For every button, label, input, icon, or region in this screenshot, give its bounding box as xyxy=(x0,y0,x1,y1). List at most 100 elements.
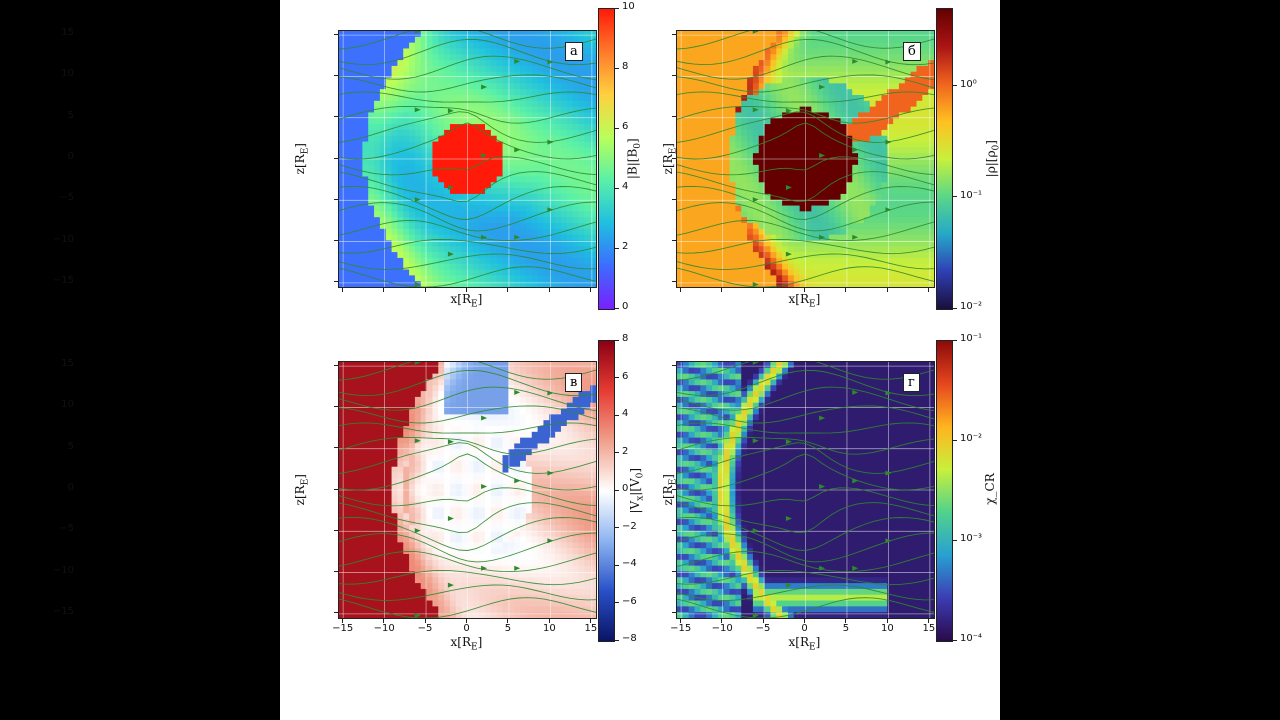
heatmap-cell xyxy=(444,536,451,543)
heatmap-cell xyxy=(817,199,824,207)
heatmap-cell xyxy=(764,263,772,271)
heatmap-cell xyxy=(514,159,521,166)
heatmap-cell xyxy=(752,36,760,44)
heatmap-cell xyxy=(694,275,701,282)
heatmap-cell xyxy=(397,449,404,456)
heatmap-cell xyxy=(688,246,696,253)
heatmap-cell xyxy=(449,211,457,218)
heatmap-cell xyxy=(356,385,363,392)
heatmap-cell xyxy=(339,536,346,543)
heatmap-cell xyxy=(350,402,358,410)
heatmap-cell xyxy=(543,65,550,73)
heatmap-cell xyxy=(852,60,859,67)
heatmap-cell xyxy=(735,141,742,148)
heatmap-cell xyxy=(823,54,830,61)
heatmap-cell xyxy=(350,577,358,584)
heatmap-cell xyxy=(776,211,783,218)
heatmap-cell xyxy=(694,240,701,247)
heatmap-cell xyxy=(782,275,789,282)
heatmap-cell xyxy=(869,281,877,287)
heatmap-cell xyxy=(461,54,469,61)
heatmap-cell xyxy=(350,519,358,526)
heatmap-cell xyxy=(403,402,410,410)
heatmap-cell xyxy=(922,217,929,224)
heatmap-cell xyxy=(887,188,894,195)
heatmap-cell xyxy=(473,211,480,218)
heatmap-cell xyxy=(560,124,568,131)
heatmap-cell xyxy=(379,252,387,259)
heatmap-cell xyxy=(362,565,369,573)
heatmap-cell xyxy=(590,71,596,79)
heatmap-cell xyxy=(420,170,428,178)
streamline xyxy=(339,266,596,287)
heatmap-cell xyxy=(834,124,842,131)
heatmap-cell xyxy=(916,240,923,247)
heatmap-cell xyxy=(543,31,550,38)
heatmap-cell xyxy=(723,211,731,218)
heatmap-cell xyxy=(344,478,352,485)
heatmap-cell xyxy=(362,426,369,433)
heatmap-cell xyxy=(461,542,469,549)
heatmap-cell xyxy=(898,124,906,131)
heatmap-cell xyxy=(823,217,830,224)
heatmap-cell xyxy=(420,193,428,201)
heatmap-cell xyxy=(922,60,929,67)
heatmap-cell xyxy=(350,455,358,462)
heatmap-cell xyxy=(793,89,801,96)
heatmap-cell xyxy=(758,176,766,183)
heatmap-cell xyxy=(858,60,865,67)
heatmap-cell xyxy=(706,188,713,195)
heatmap-cell xyxy=(869,129,877,137)
heatmap-cell xyxy=(735,199,742,207)
heatmap-cell xyxy=(490,182,498,189)
heatmap-cell xyxy=(385,420,393,427)
heatmap-cell xyxy=(910,240,918,247)
heatmap-cell xyxy=(344,490,352,497)
heatmap-cell xyxy=(339,443,346,450)
heatmap-cell xyxy=(537,246,545,253)
heatmap-cell xyxy=(875,36,883,44)
heatmap-cell xyxy=(479,281,486,287)
heatmap-cell xyxy=(677,118,684,125)
heatmap-cell xyxy=(799,124,807,131)
heatmap-cell xyxy=(461,153,469,160)
heatmap-cell xyxy=(379,188,387,195)
heatmap-cell xyxy=(374,54,381,61)
heatmap-cell xyxy=(356,65,363,73)
heatmap-cell xyxy=(508,281,515,287)
heatmap-cell xyxy=(834,217,842,224)
heatmap-cell xyxy=(414,159,422,166)
heatmap-cell xyxy=(344,135,352,143)
heatmap-cell xyxy=(444,223,451,230)
heatmap-cell xyxy=(449,490,457,497)
heatmap-cell xyxy=(741,269,748,276)
heatmap-cell xyxy=(432,449,439,456)
heatmap-cell xyxy=(391,182,399,189)
heatmap-cell xyxy=(391,362,399,369)
heatmap-cell xyxy=(682,129,690,137)
heatmap-cell xyxy=(449,612,457,618)
heatmap-cell xyxy=(502,141,509,148)
heatmap-cell xyxy=(339,228,346,236)
heatmap-cell xyxy=(898,275,906,282)
heatmap-cell xyxy=(520,124,527,131)
heatmap-cell xyxy=(344,234,352,242)
heatmap-cell xyxy=(537,31,545,38)
heatmap-cell xyxy=(473,89,480,96)
heatmap-cell xyxy=(682,77,690,84)
heatmap-cell xyxy=(403,269,410,276)
heatmap-cell xyxy=(374,519,381,526)
heatmap-cell xyxy=(379,48,387,55)
heatmap-cell xyxy=(793,129,801,137)
heatmap-cell xyxy=(787,65,795,73)
heatmap-cell xyxy=(379,135,387,143)
heatmap-cell xyxy=(403,100,410,108)
heatmap-cell xyxy=(426,583,434,590)
heatmap-cell xyxy=(426,269,434,276)
heatmap-cell xyxy=(590,164,596,172)
heatmap-cell xyxy=(391,437,399,445)
heatmap-cell xyxy=(572,193,580,201)
heatmap-cell xyxy=(893,223,900,230)
heatmap-cell xyxy=(444,548,451,555)
plot-area xyxy=(338,361,597,619)
